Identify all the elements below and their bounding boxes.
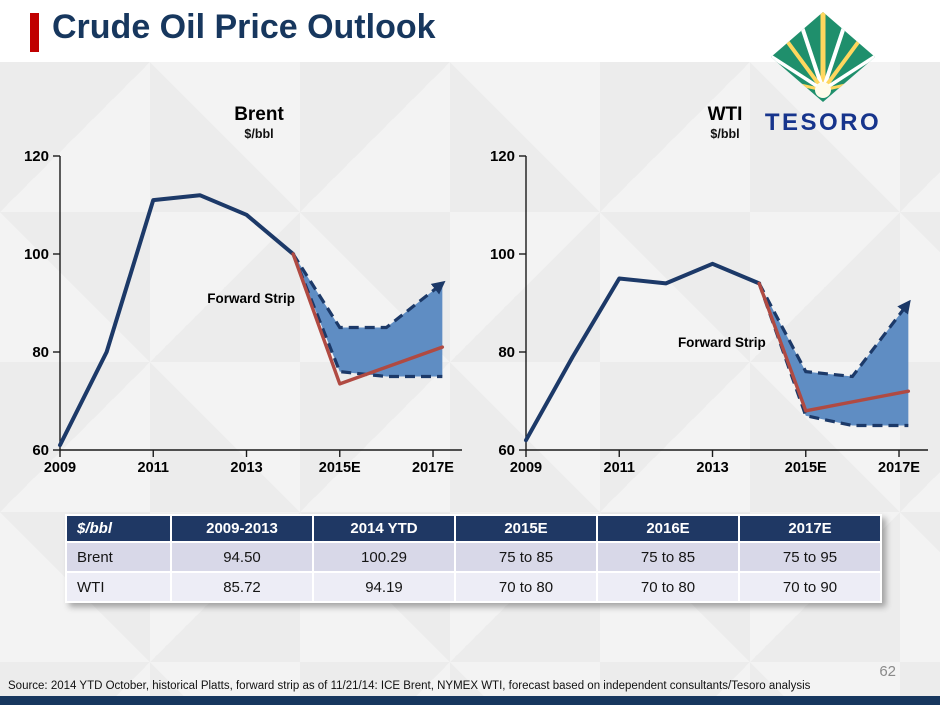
- y-tick-label: 100: [24, 246, 49, 263]
- forecast-line: [757, 281, 911, 413]
- title-accent-bar: [30, 13, 39, 52]
- table-header-2014-ytd: 2014 YTD: [312, 514, 456, 543]
- historical-line: [524, 261, 762, 443]
- table-row-wti: WTI 85.72 94.19 70 to 80 70 to 80 70 to …: [65, 571, 882, 603]
- x-tick-label: 2013: [696, 460, 728, 476]
- table-cell: 70 to 80: [596, 571, 740, 603]
- slide-header: Crude Oil Price Outlook: [0, 0, 940, 62]
- source-note: Source: 2014 YTD October, historical Pla…: [8, 680, 811, 692]
- wti-chart-subtitle: $/bbl: [710, 127, 740, 141]
- table-cell: 75 to 95: [738, 541, 882, 573]
- y-tick-label: 120: [490, 148, 515, 165]
- table-cell: 94.19: [312, 571, 456, 603]
- y-tick-label: 60: [32, 442, 49, 459]
- table-cell: 70 to 80: [454, 571, 598, 603]
- x-tick-label: 2011: [604, 460, 635, 476]
- x-tick-label: 2017E: [878, 460, 920, 476]
- forward-strip-band: [759, 283, 909, 426]
- table-cell: 100.29: [312, 541, 456, 573]
- x-tick-label: 2011: [138, 460, 169, 476]
- wti-chart: WTI $/bbl 120 100 80 60 2009 2011 2013 2015E 201…: [480, 104, 932, 486]
- forward-strip-upper-line: [757, 282, 911, 379]
- x-tick-label: 2013: [230, 460, 262, 476]
- table-cell: 70 to 90: [738, 571, 882, 603]
- x-tick-label: 2015E: [319, 460, 361, 476]
- table-header-2017e: 2017E: [738, 514, 882, 543]
- table-header-2009-2013: 2009-2013: [170, 514, 314, 543]
- row-label: WTI: [65, 571, 172, 603]
- y-tick-label: 120: [24, 148, 49, 165]
- table-row-brent: Brent 94.50 100.29 75 to 85 75 to 85 75 …: [65, 541, 882, 573]
- table-header-unit: $/bbl: [65, 514, 172, 543]
- tesoro-logo: TESORO: [764, 12, 882, 137]
- x-tick-label: 2009: [44, 460, 76, 476]
- y-tick-label: 60: [498, 442, 515, 459]
- row-label: Brent: [65, 541, 172, 573]
- price-table: $/bbl 2009-2013 2014 YTD 2015E 2016E 201…: [65, 514, 882, 603]
- table-header-row: $/bbl 2009-2013 2014 YTD 2015E 2016E 201…: [65, 514, 882, 543]
- table-cell: 75 to 85: [454, 541, 598, 573]
- table-header-2015e: 2015E: [454, 514, 598, 543]
- tesoro-diamond-icon: [771, 12, 875, 102]
- brent-chart-title: Brent: [234, 104, 284, 125]
- forecast-line: [291, 252, 445, 386]
- price-table-wrap: $/bbl 2009-2013 2014 YTD 2015E 2016E 201…: [65, 514, 882, 603]
- table-cell: 85.72: [170, 571, 314, 603]
- forward-strip-upper-line: [291, 253, 446, 330]
- forward-strip-label: Forward Strip: [207, 291, 295, 306]
- y-tick-label: 80: [498, 344, 515, 361]
- table-cell: 94.50: [170, 541, 314, 573]
- table-header-2016e: 2016E: [596, 514, 740, 543]
- x-tick-label: 2009: [510, 460, 542, 476]
- footer-bar: [0, 696, 940, 705]
- y-tick-label: 100: [490, 246, 515, 263]
- brent-chart-subtitle: $/bbl: [244, 127, 274, 141]
- historical-line: [58, 193, 296, 448]
- x-tick-label: 2017E: [412, 460, 454, 476]
- table-cell: 75 to 85: [596, 541, 740, 573]
- page-number: 62: [879, 663, 896, 680]
- brent-chart: Brent $/bbl 120 100 80 60 2009 2011 2013 2015E 2…: [14, 104, 466, 486]
- page-title: Crude Oil Price Outlook: [52, 8, 436, 46]
- tesoro-wordmark: TESORO: [764, 109, 882, 136]
- forward-strip-label: Forward Strip: [678, 335, 766, 350]
- charts-row: Brent $/bbl 120 100 80 60 2009 2011 2013 2015E 2…: [14, 104, 932, 486]
- wti-chart-title: WTI: [707, 104, 743, 125]
- y-tick-label: 80: [32, 344, 49, 361]
- x-tick-label: 2015E: [785, 460, 827, 476]
